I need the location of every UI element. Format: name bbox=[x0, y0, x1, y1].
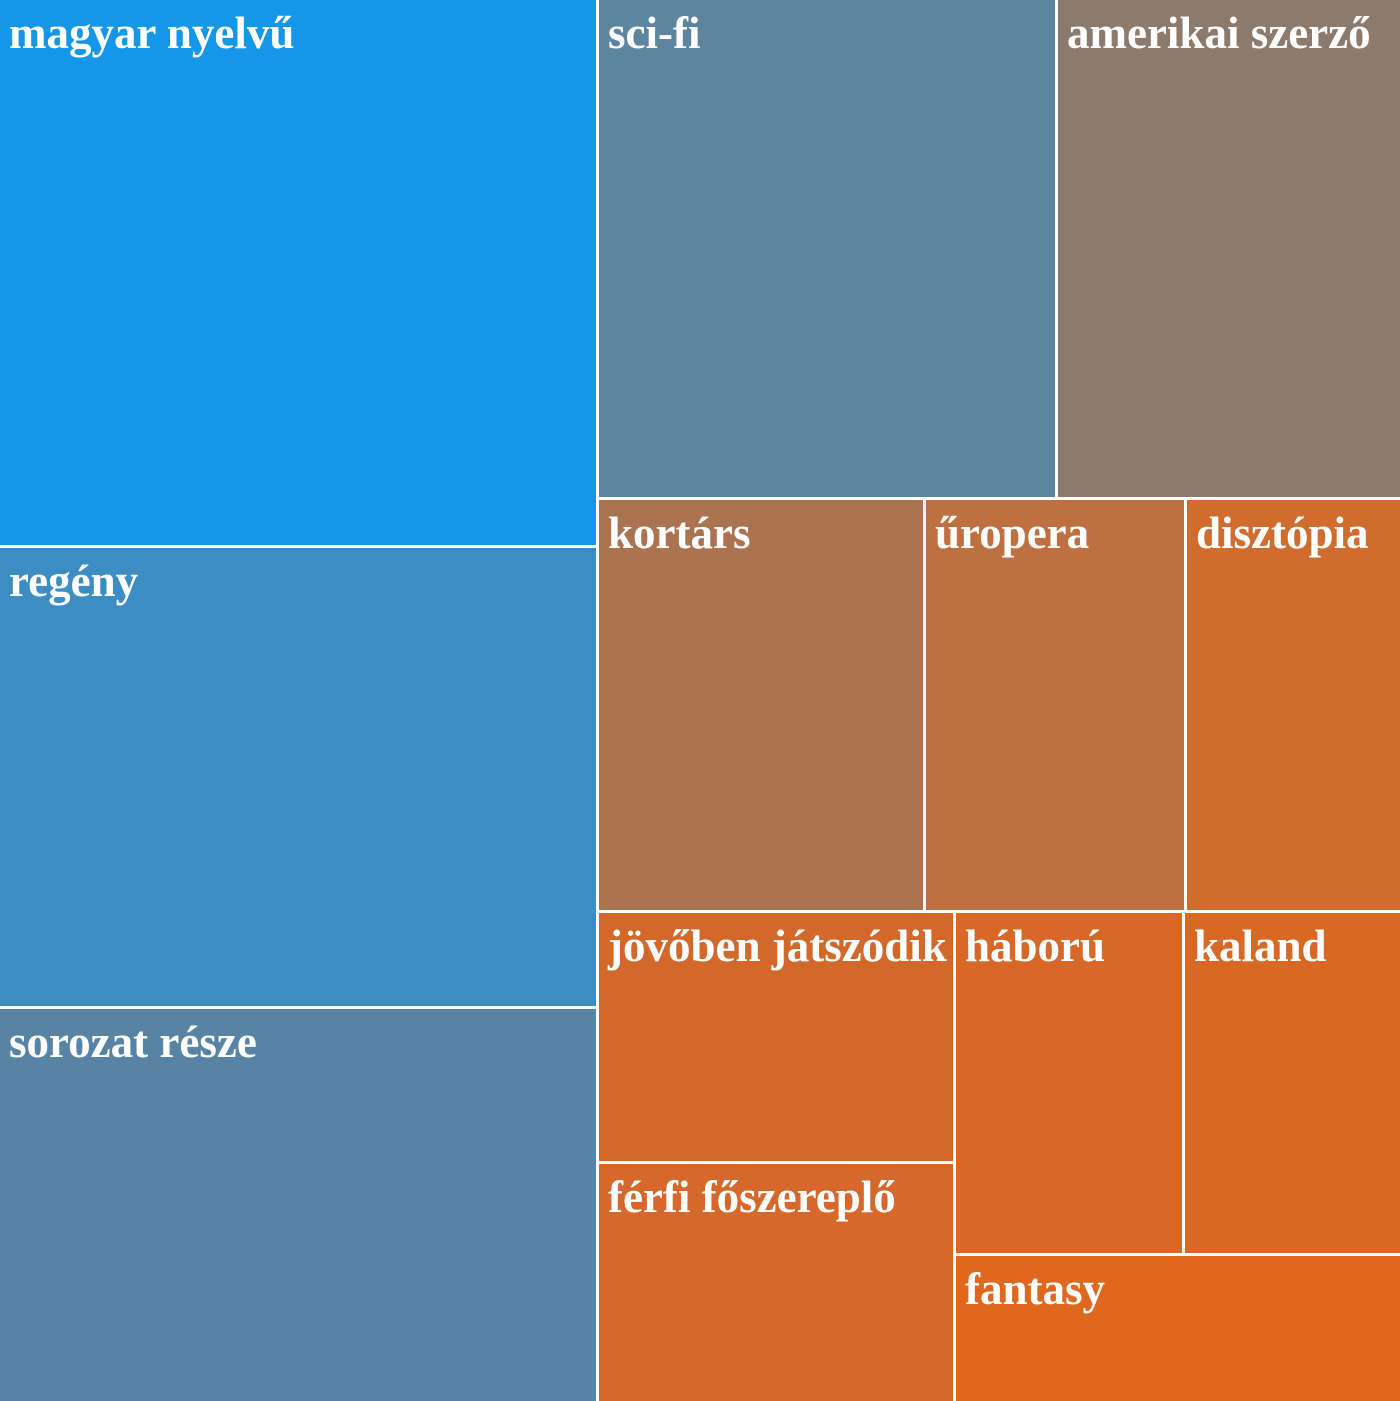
treemap-tile-sorozat-resze: sorozat része bbox=[0, 1009, 596, 1401]
treemap-tile-ferfi-foszereplo: férfi főszereplő bbox=[599, 1164, 953, 1401]
treemap-tile-disztopia: disztópia bbox=[1187, 500, 1400, 910]
treemap-tile-amerikai-szerzo: amerikai szerző bbox=[1058, 0, 1400, 497]
tile-label-sci-fi: sci-fi bbox=[608, 8, 701, 58]
treemap-tile-fantasy: fantasy bbox=[956, 1256, 1400, 1401]
tile-label-jovoben-jatszodik: jövőben játszódik bbox=[608, 921, 947, 971]
treemap-tile-sci-fi: sci-fi bbox=[599, 0, 1055, 497]
tile-label-uropera: űropera bbox=[935, 508, 1090, 558]
tile-label-sorozat-resze: sorozat része bbox=[9, 1017, 257, 1067]
treemap-tile-haboru: háború bbox=[956, 913, 1182, 1253]
treemap-tile-uropera: űropera bbox=[926, 500, 1184, 910]
treemap-tile-jovoben-jatszodik: jövőben játszódik bbox=[599, 913, 953, 1161]
tile-label-disztopia: disztópia bbox=[1196, 508, 1369, 558]
tile-label-haboru: háború bbox=[965, 921, 1106, 971]
treemap-tile-kaland: kaland bbox=[1185, 913, 1400, 1253]
tile-label-magyar-nyelvu: magyar nyelvű bbox=[9, 8, 295, 58]
treemap-tile-regeny: regény bbox=[0, 548, 596, 1006]
tile-label-kortars: kortárs bbox=[608, 508, 751, 558]
tile-label-regeny: regény bbox=[9, 556, 139, 606]
tile-label-kaland: kaland bbox=[1194, 921, 1327, 971]
treemap-tile-kortars: kortárs bbox=[599, 500, 923, 910]
treemap-tile-magyar-nyelvu: magyar nyelvű bbox=[0, 0, 596, 545]
tile-label-fantasy: fantasy bbox=[965, 1264, 1106, 1314]
tile-label-amerikai-szerzo: amerikai szerző bbox=[1067, 8, 1371, 58]
tile-label-ferfi-foszereplo: férfi főszereplő bbox=[608, 1172, 896, 1222]
